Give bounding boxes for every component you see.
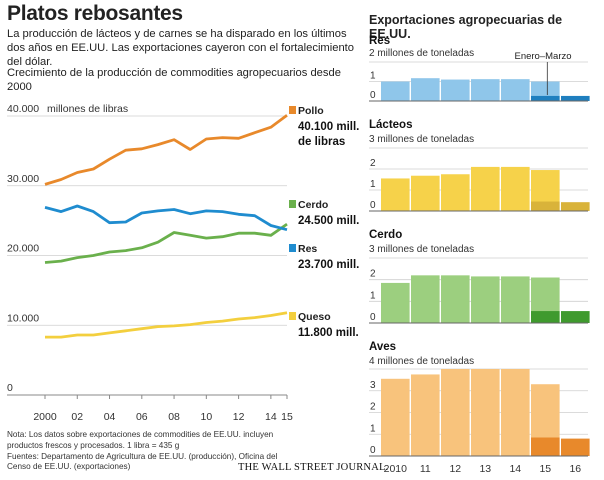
bar-chart-ytick-label: 0 bbox=[370, 312, 376, 323]
publisher-credit: THE WALL STREET JOURNAL. bbox=[238, 462, 389, 473]
bar-aves-14 bbox=[501, 369, 530, 456]
line-chart-ytick-label: 0 bbox=[7, 382, 13, 394]
bar-chart-title-aves: Aves bbox=[369, 341, 396, 353]
bar-chart-unit-aves: 4 millones de toneladas bbox=[369, 356, 474, 367]
line-chart-xtick-label: 06 bbox=[136, 411, 148, 423]
bar-partial-res-16 bbox=[561, 95, 590, 101]
bar-lacteos-14 bbox=[501, 166, 530, 211]
bar-chart-ytick-label: 2 bbox=[370, 158, 376, 169]
legend-value-res: 23.700 mill. bbox=[298, 259, 359, 271]
legend-swatch-res bbox=[289, 244, 296, 252]
bar-partial-lacteos-16 bbox=[561, 202, 590, 211]
line-chart-xtick-label: 10 bbox=[200, 411, 212, 423]
bar-chart-ytick-label: 0 bbox=[370, 445, 376, 456]
line-chart-ytick-label: 10.000 bbox=[7, 312, 39, 324]
footnote: Nota: Los datos sobre exportaciones de c… bbox=[7, 430, 297, 473]
line-chart-unit-label: millones de libras bbox=[47, 103, 128, 115]
bar-chart-ytick-label: 2 bbox=[370, 269, 376, 280]
bar-chart-unit-res: 2 millones de toneladas bbox=[369, 48, 474, 59]
bar-cerdo-11 bbox=[411, 275, 440, 323]
line-chart-xtick-label: 04 bbox=[104, 411, 116, 423]
bar-cerdo-14 bbox=[501, 276, 530, 323]
bar-cerdo-2010 bbox=[381, 282, 410, 323]
bar-chart-ytick-label: 1 bbox=[370, 423, 376, 434]
legend-swatch-pollo bbox=[289, 106, 296, 114]
bar-chart-title-res: Res bbox=[369, 35, 390, 47]
line-series-cerdo bbox=[44, 222, 288, 264]
bar-chart-ytick-label: 0 bbox=[370, 200, 376, 211]
bar-cerdo-13 bbox=[471, 276, 500, 323]
bar-partial-cerdo-16 bbox=[561, 311, 590, 323]
legend-name-pollo: Pollo bbox=[298, 105, 324, 117]
legend-name-res: Res bbox=[298, 243, 317, 255]
legend-value-unit-pollo: de libras bbox=[298, 136, 345, 148]
bar-chart-unit-cerdo: 3 millones de toneladas bbox=[369, 244, 474, 255]
bar-chart-ytick-label: 1 bbox=[370, 71, 376, 82]
page-subtitle: La producción de lácteos y de carnes se … bbox=[7, 28, 355, 68]
line-chart-xtick-label: 2000 bbox=[33, 411, 57, 423]
bar-xtick-label: 11 bbox=[420, 463, 431, 475]
line-series-res bbox=[44, 204, 288, 232]
bar-chart-title-cerdo: Cerdo bbox=[369, 229, 402, 241]
legend-value-cerdo: 24.500 mill. bbox=[298, 215, 359, 227]
bar-partial-aves-16 bbox=[561, 438, 590, 456]
annotation-label: Enero–Marzo bbox=[514, 51, 571, 62]
line-chart-ytick-label: 30.000 bbox=[7, 173, 39, 185]
bar-aves-11 bbox=[411, 374, 440, 456]
annotation-bg bbox=[516, 49, 570, 61]
line-chart-ytick-label: 20.000 bbox=[7, 243, 39, 255]
bar-partial-lacteos-15 bbox=[531, 201, 560, 211]
line-chart-heading: Crecimiento de la producción de commodit… bbox=[7, 67, 341, 93]
page-title: Platos rebosantes bbox=[7, 2, 183, 25]
bar-partial-res-15 bbox=[531, 95, 560, 101]
line-series-pollo bbox=[44, 114, 288, 186]
bar-xtick-label: 15 bbox=[539, 463, 551, 475]
bar-lacteos-2010 bbox=[381, 178, 410, 211]
line-chart-xtick-label: 12 bbox=[233, 411, 245, 423]
bar-aves-13 bbox=[471, 369, 500, 456]
bar-lacteos-11 bbox=[411, 175, 440, 211]
line-chart-xtick-label: 14 bbox=[265, 411, 277, 423]
bar-xtick-label: 16 bbox=[569, 463, 581, 475]
bar-chart-ytick-label: 1 bbox=[370, 290, 376, 301]
line-chart-xtick-label: 02 bbox=[71, 411, 83, 423]
line-chart-xtick-label: 08 bbox=[168, 411, 180, 423]
bar-chart-unit-lacteos: 3 millones de toneladas bbox=[369, 134, 474, 145]
bar-xtick-label: 14 bbox=[509, 463, 521, 475]
bar-chart-title-lacteos: Lácteos bbox=[369, 119, 412, 131]
bar-panel-heading: Exportaciones agropecuarias de EE.UU. bbox=[369, 13, 563, 41]
line-chart-xtick-label: 15 bbox=[281, 411, 293, 423]
bar-cerdo-12 bbox=[441, 275, 470, 323]
legend-name-cerdo: Cerdo bbox=[298, 199, 328, 211]
footnote-sources: Fuentes: Departamento de Agricultura de … bbox=[7, 451, 278, 472]
bar-xtick-label: 13 bbox=[479, 463, 491, 475]
bar-chart-ytick-label: 0 bbox=[370, 90, 376, 101]
bar-res-2010 bbox=[381, 81, 410, 101]
bar-aves-12 bbox=[441, 369, 470, 456]
bar-res-12 bbox=[441, 79, 470, 101]
legend-name-queso: Queso bbox=[298, 311, 331, 323]
bar-partial-cerdo-15 bbox=[531, 311, 560, 323]
bar-xtick-label: 12 bbox=[449, 463, 461, 475]
legend-value-pollo: 40.100 mill. bbox=[298, 121, 359, 133]
bar-res-11 bbox=[411, 78, 440, 101]
legend-swatch-cerdo bbox=[289, 200, 296, 208]
line-chart-ytick-label: 40.000 bbox=[7, 103, 39, 115]
line-series-queso bbox=[45, 311, 288, 339]
bar-lacteos-12 bbox=[441, 174, 470, 211]
legend-value-queso: 11.800 mill. bbox=[298, 327, 359, 339]
bar-aves-2010 bbox=[381, 378, 410, 456]
bar-res-13 bbox=[471, 79, 500, 101]
bar-chart-ytick-label: 2 bbox=[370, 402, 376, 413]
bar-xtick-label: 2010 bbox=[384, 463, 408, 475]
bar-chart-ytick-label: 3 bbox=[370, 380, 376, 391]
bar-lacteos-13 bbox=[471, 166, 500, 211]
bar-partial-aves-15 bbox=[531, 437, 560, 456]
footnote-note: Nota: Los datos sobre exportaciones de c… bbox=[7, 430, 274, 450]
bar-chart-ytick-label: 1 bbox=[370, 179, 376, 190]
legend-swatch-queso bbox=[289, 312, 296, 320]
bar-res-14 bbox=[501, 79, 530, 101]
